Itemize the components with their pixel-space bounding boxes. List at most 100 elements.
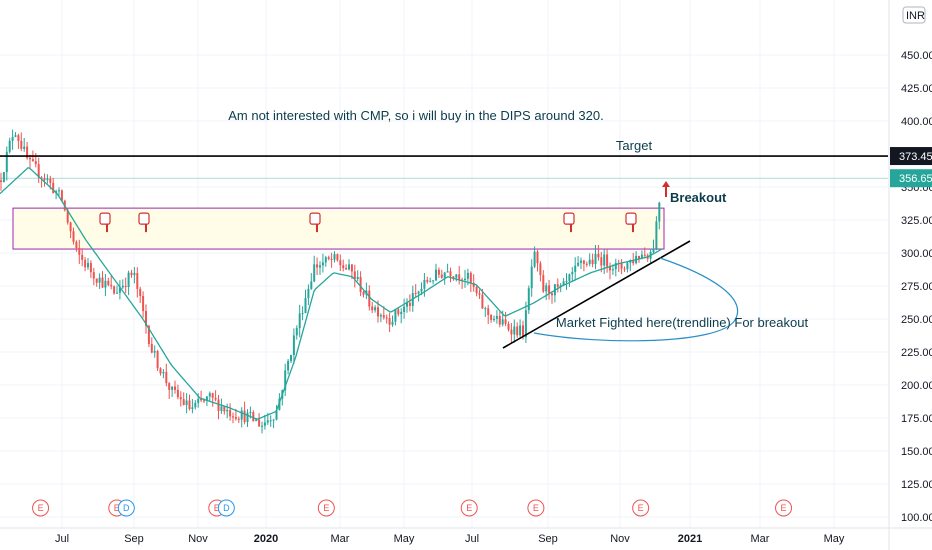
candle-body bbox=[484, 308, 487, 310]
candle-body bbox=[75, 241, 78, 249]
event-marker-label: D bbox=[123, 503, 130, 513]
candle-body bbox=[98, 277, 101, 283]
candle-body bbox=[258, 419, 261, 427]
candle-body bbox=[435, 269, 437, 281]
candle-body bbox=[168, 383, 171, 390]
candle-body bbox=[495, 316, 498, 319]
grid bbox=[0, 0, 888, 528]
candle-body bbox=[217, 399, 220, 411]
event-marker-circle bbox=[460, 499, 478, 517]
earnings-event-marker: E bbox=[32, 499, 50, 517]
candle-body bbox=[275, 410, 278, 420]
candle-body bbox=[330, 258, 333, 260]
candle-body bbox=[498, 316, 501, 325]
candle-body bbox=[147, 325, 150, 345]
price-axis: 100.00 125.00 150.00 175.00 200.00 225.00 250.… bbox=[888, 0, 932, 550]
candle-body bbox=[504, 319, 507, 324]
event-marker-circle bbox=[775, 499, 793, 517]
pointing-hand-icon bbox=[625, 212, 637, 233]
candle-body bbox=[348, 264, 350, 270]
candle-body bbox=[220, 406, 223, 411]
candle-body bbox=[176, 389, 179, 398]
x-tick-label: Mar bbox=[331, 533, 350, 545]
event-marker-circle bbox=[32, 499, 50, 517]
candle-body bbox=[614, 263, 617, 270]
candle-body bbox=[455, 274, 458, 278]
candle-body bbox=[145, 311, 147, 326]
pointing-hand-palm bbox=[563, 212, 575, 225]
drawings bbox=[0, 155, 888, 349]
candle-body bbox=[20, 140, 23, 149]
candle-body bbox=[127, 272, 130, 288]
candle-body bbox=[150, 344, 153, 353]
candle-body bbox=[185, 400, 188, 406]
candle-body bbox=[0, 180, 2, 183]
candle-body bbox=[182, 399, 185, 406]
candle-body bbox=[113, 286, 116, 294]
trendline-annotation: Market Fighted here(trendline) For break… bbox=[556, 315, 809, 330]
candle-body bbox=[89, 263, 92, 273]
candle-body bbox=[104, 280, 107, 288]
candle-body bbox=[101, 277, 104, 288]
candle-body bbox=[574, 265, 577, 272]
event-marker-label: E bbox=[466, 503, 472, 513]
candle-body bbox=[507, 323, 510, 330]
candle-body bbox=[632, 259, 635, 264]
candle-body bbox=[469, 272, 472, 283]
candle-body bbox=[446, 271, 449, 273]
candle-body bbox=[475, 286, 478, 294]
candle-body bbox=[46, 178, 49, 181]
candle-body bbox=[623, 268, 626, 270]
candle-body bbox=[223, 406, 226, 412]
candle-body bbox=[14, 135, 17, 137]
x-tick-label: 2021 bbox=[678, 533, 702, 545]
candle-body bbox=[232, 416, 234, 418]
candle-body bbox=[527, 288, 530, 311]
pointing-hand-palm bbox=[309, 212, 321, 225]
candle-body bbox=[536, 251, 539, 264]
target-price-tag: 373.45 bbox=[890, 147, 932, 166]
x-tick-label: Jul bbox=[55, 533, 69, 545]
candle-body bbox=[440, 274, 443, 278]
candle-body bbox=[368, 290, 371, 307]
candle-body bbox=[342, 265, 345, 269]
candle-body bbox=[600, 257, 603, 266]
candle-body bbox=[565, 280, 568, 282]
candle-body bbox=[466, 272, 469, 279]
pointing-hand-icon bbox=[563, 212, 575, 233]
event-marker-label: E bbox=[638, 503, 644, 513]
candle-body bbox=[136, 272, 139, 289]
candle-body bbox=[585, 263, 588, 265]
candle-body bbox=[23, 146, 26, 149]
y-tick-label: 100.00 bbox=[901, 512, 932, 524]
candle-body bbox=[464, 278, 466, 281]
candle-body bbox=[2, 172, 5, 183]
candle-body bbox=[533, 251, 536, 267]
event-marker-label: D bbox=[223, 503, 230, 513]
y-tick-label: 125.00 bbox=[901, 479, 932, 491]
candle-body bbox=[391, 321, 394, 325]
candle-body bbox=[295, 328, 298, 336]
candle-body bbox=[336, 254, 339, 261]
candle-body bbox=[249, 412, 252, 414]
candle-body bbox=[58, 190, 60, 192]
candle-body bbox=[417, 291, 420, 294]
last-price-tag-box bbox=[890, 169, 932, 188]
candle-body bbox=[43, 178, 46, 181]
candle-body bbox=[121, 285, 124, 288]
x-tick-label: Mar bbox=[751, 533, 770, 545]
y-tick-label: 425.00 bbox=[901, 83, 932, 95]
candle-body bbox=[174, 386, 176, 390]
target-price-value: 373.45 bbox=[899, 151, 932, 163]
currency-badge: INR bbox=[902, 6, 926, 24]
candle-body bbox=[52, 182, 55, 194]
candle-body bbox=[226, 409, 229, 412]
candle-body bbox=[501, 319, 504, 325]
candle-body bbox=[652, 248, 655, 253]
candle-body bbox=[513, 326, 516, 335]
candle-body bbox=[234, 416, 237, 419]
candle-body bbox=[530, 266, 533, 289]
candle-body bbox=[292, 335, 295, 356]
candle-body bbox=[443, 272, 446, 278]
